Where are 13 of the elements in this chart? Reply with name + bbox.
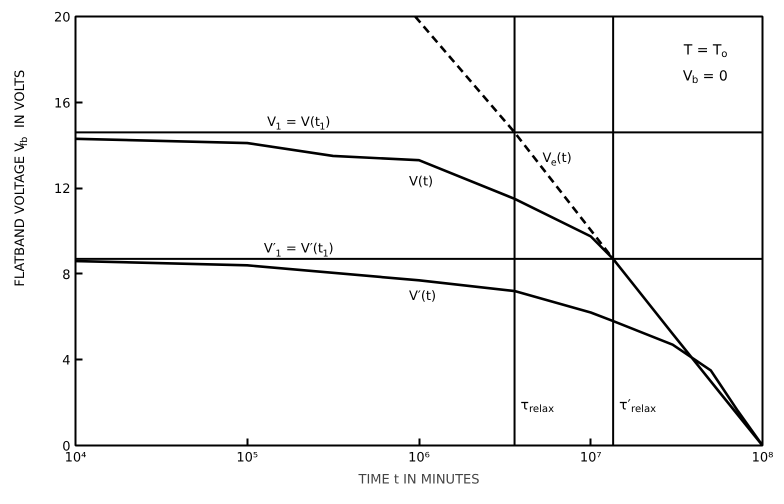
- y-tick-label: 8: [62, 268, 71, 283]
- series-label: V′(t): [409, 288, 436, 304]
- y-tick-label: 4: [62, 354, 71, 369]
- y-tick-label: 16: [54, 96, 71, 112]
- x-tick-label: 10⁸: [752, 450, 774, 466]
- x-tick-label: 10⁵: [236, 450, 258, 466]
- series-label: V(t): [409, 174, 434, 190]
- x-tick-label: 10⁴: [64, 450, 86, 466]
- y-tick-label: 12: [54, 182, 71, 198]
- x-tick-label: 10⁶: [408, 450, 430, 466]
- x-axis-title: TIME t IN MINUTES: [358, 472, 480, 488]
- y-tick-label: 20: [54, 10, 71, 26]
- x-tick-label: 10⁷: [580, 450, 602, 466]
